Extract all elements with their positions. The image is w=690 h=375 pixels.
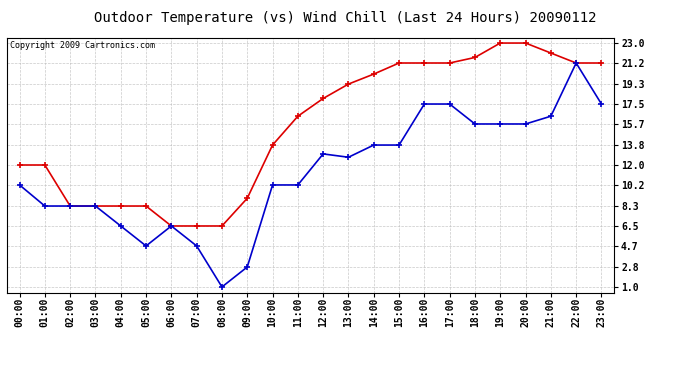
- Text: Outdoor Temperature (vs) Wind Chill (Last 24 Hours) 20090112: Outdoor Temperature (vs) Wind Chill (Las…: [94, 11, 596, 25]
- Text: Copyright 2009 Cartronics.com: Copyright 2009 Cartronics.com: [10, 41, 155, 50]
